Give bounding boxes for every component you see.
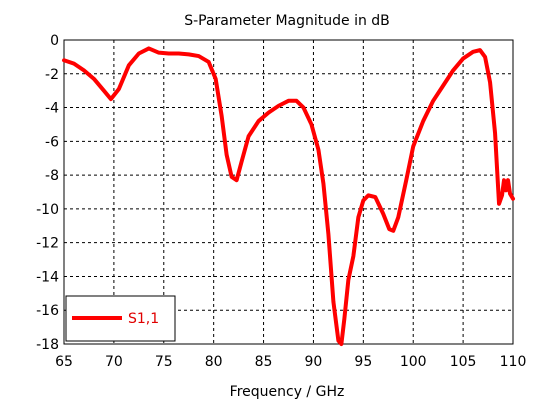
x-tick-label: 105 (450, 354, 477, 370)
legend: S1,1 (65, 295, 176, 342)
x-tick-label: 95 (354, 354, 372, 370)
grid (64, 40, 513, 344)
y-tick-label: -14 (36, 269, 59, 285)
x-tick-label: 70 (105, 354, 123, 370)
y-tick-label: -8 (45, 168, 59, 184)
series-line-s11 (62, 46, 515, 346)
x-tick-label: 100 (400, 354, 427, 370)
y-tick-labels: 0 -2 -4 -6 -8 -10 -12 -14 -16 -18 (36, 33, 59, 353)
y-tick-label: -18 (36, 337, 59, 353)
y-tick-label: -6 (45, 134, 59, 150)
series-group (62, 46, 515, 346)
x-axis-label: Frequency / GHz (230, 384, 345, 400)
x-tick-labels: 65 70 75 80 85 90 95 100 105 110 (55, 354, 526, 370)
y-tick-label: -16 (36, 303, 59, 319)
legend-label: S1,1 (128, 311, 159, 327)
x-tick-label: 80 (205, 354, 223, 370)
x-tick-label: 90 (305, 354, 323, 370)
y-tick-label: -2 (45, 67, 59, 83)
y-tick-label: 0 (50, 33, 59, 49)
x-tick-label: 75 (155, 354, 173, 370)
y-tick-label: -12 (36, 236, 59, 252)
y-tick-label: -10 (36, 202, 59, 218)
x-tick-label: 65 (55, 354, 73, 370)
x-tick-label: 85 (255, 354, 273, 370)
plot-frame (63, 39, 514, 345)
chart-title: S-Parameter Magnitude in dB (184, 13, 390, 29)
x-tick-label: 110 (500, 354, 527, 370)
y-tick-label: -4 (45, 101, 59, 117)
